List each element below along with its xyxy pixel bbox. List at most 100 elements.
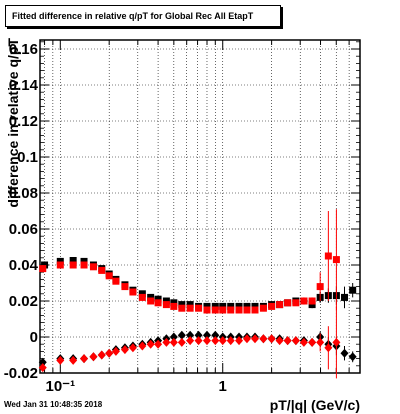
- data-point: [138, 290, 146, 298]
- data-point: [178, 304, 186, 312]
- grid-lines: [40, 40, 361, 374]
- x-axis-label: pT/|q| (GeV/c): [270, 397, 360, 413]
- data-point: [243, 306, 251, 314]
- data-point: [162, 337, 171, 347]
- data-point: [340, 348, 349, 358]
- data-point: [98, 266, 106, 274]
- data-point: [177, 337, 186, 347]
- data-point: [227, 302, 235, 310]
- y-tick-label: 0.08: [9, 185, 38, 202]
- data-point: [170, 302, 178, 310]
- data-point: [69, 257, 77, 264]
- data-point: [203, 306, 211, 314]
- data-point: [105, 348, 114, 358]
- chart-title-box: Fitted difference in relative q/pT for G…: [5, 5, 281, 27]
- data-point: [316, 283, 324, 291]
- data-point: [194, 336, 203, 346]
- data-point: [186, 301, 194, 309]
- series-3: [38, 306, 341, 379]
- data-point: [186, 304, 194, 312]
- y-tick-label: 0: [30, 329, 38, 346]
- data-point: [202, 330, 211, 340]
- y-tick-label: 0.04: [9, 257, 39, 274]
- data-point: [186, 336, 195, 346]
- data-point: [186, 330, 195, 340]
- y-tick-label: 0.12: [9, 113, 38, 130]
- data-point: [39, 265, 47, 273]
- data-point: [226, 336, 235, 346]
- data-point: [243, 302, 251, 310]
- y-tick-label: -0.02: [4, 365, 38, 382]
- data-marks: [38, 209, 357, 379]
- data-point: [170, 299, 178, 307]
- data-point: [242, 334, 251, 344]
- data-point: [121, 283, 129, 291]
- data-point: [308, 297, 316, 305]
- data-point: [268, 302, 276, 310]
- data-point: [219, 306, 227, 314]
- data-point: [349, 286, 357, 294]
- data-point: [69, 261, 77, 269]
- data-point: [259, 334, 268, 344]
- data-point: [147, 297, 155, 305]
- data-point: [56, 355, 65, 365]
- data-point: [211, 306, 219, 314]
- data-point: [80, 261, 88, 269]
- data-point: [275, 336, 284, 346]
- data-point: [324, 343, 333, 353]
- data-point: [259, 304, 267, 312]
- data-point: [202, 336, 211, 346]
- data-point: [154, 295, 162, 303]
- data-point: [97, 350, 106, 360]
- y-tick-label: 0.06: [9, 221, 38, 238]
- data-point: [194, 330, 203, 340]
- data-point: [128, 343, 137, 353]
- data-point: [203, 302, 211, 310]
- series-1: [39, 209, 340, 314]
- data-point: [341, 293, 349, 301]
- data-point: [211, 302, 219, 310]
- data-point: [235, 306, 243, 314]
- data-point: [38, 357, 47, 367]
- data-point: [300, 297, 308, 305]
- data-point: [129, 288, 137, 296]
- x-tick-label: 1: [219, 378, 227, 395]
- data-point: [169, 337, 178, 347]
- data-point: [292, 299, 300, 307]
- data-point: [276, 301, 284, 309]
- data-point: [251, 306, 259, 314]
- data-point: [89, 263, 97, 271]
- x-tick-label: 10⁻¹: [45, 378, 75, 395]
- data-point: [41, 261, 49, 269]
- data-point: [105, 272, 113, 280]
- data-point: [316, 337, 325, 347]
- data-point: [284, 299, 292, 307]
- y-tick-label: 0.16: [9, 41, 38, 58]
- data-point: [308, 337, 317, 347]
- data-point: [283, 336, 292, 346]
- data-point: [299, 337, 308, 347]
- data-point: [138, 293, 146, 301]
- data-point: [250, 334, 259, 344]
- data-point: [162, 297, 170, 305]
- data-point: [147, 293, 155, 301]
- data-point: [146, 339, 155, 349]
- data-point: [177, 330, 186, 340]
- data-point: [348, 352, 357, 362]
- plot-frame: [39, 39, 361, 374]
- y-tick-label: 0.1: [17, 149, 38, 166]
- data-point: [111, 346, 120, 356]
- data-point: [56, 257, 64, 265]
- data-point: [195, 304, 203, 312]
- data-point: [219, 302, 227, 310]
- data-point: [162, 301, 170, 309]
- data-point: [112, 277, 120, 285]
- data-point: [218, 336, 227, 346]
- data-point: [56, 261, 64, 269]
- data-point: [169, 332, 178, 342]
- data-point: [332, 337, 341, 347]
- data-point: [80, 257, 88, 265]
- data-point: [324, 252, 332, 260]
- data-point: [69, 355, 78, 365]
